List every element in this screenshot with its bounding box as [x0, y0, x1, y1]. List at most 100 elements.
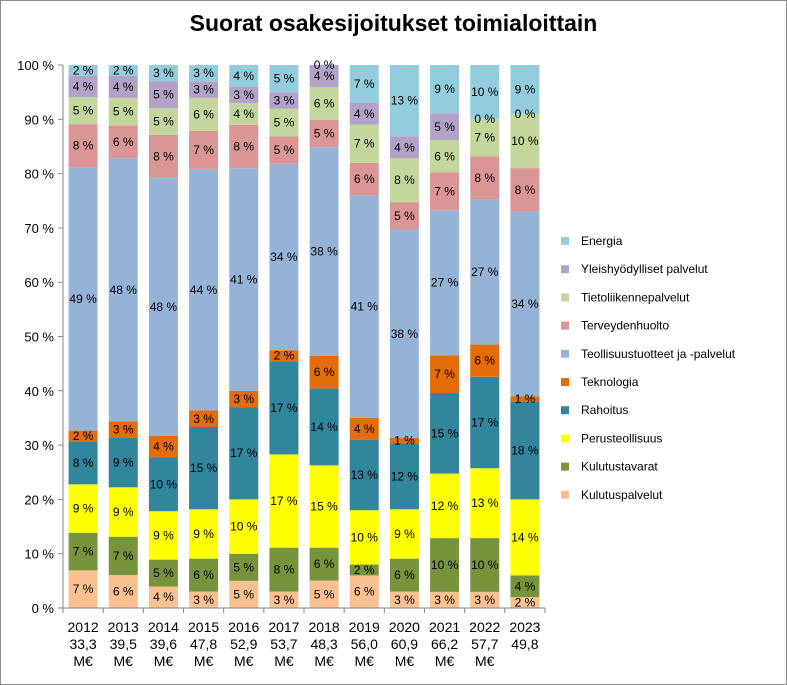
bar-segment: [349, 564, 379, 576]
x-tick-label: 47,8: [190, 636, 217, 652]
data-label: 3 %: [153, 66, 174, 80]
data-label: 9 %: [153, 528, 174, 542]
data-label: 34 %: [270, 250, 298, 264]
bar-segment: [269, 92, 299, 109]
data-label: 3 %: [474, 593, 495, 607]
bar-segment: [108, 97, 138, 126]
data-label: 10 %: [471, 85, 499, 99]
legend-label: Kulutuspalvelut: [581, 488, 663, 502]
bar-segment: [189, 558, 219, 592]
bar-segment: [389, 558, 419, 592]
x-tick-label: M€: [234, 653, 254, 669]
bar-segment: [309, 355, 339, 389]
x-tick-label: 57,7: [471, 636, 498, 652]
data-label: 7 %: [434, 367, 455, 381]
y-tick-label: 40 %: [24, 384, 54, 399]
data-label: 44 %: [190, 283, 218, 297]
data-label: 2 %: [113, 63, 134, 77]
data-label: 14 %: [511, 530, 539, 544]
x-tick-label: M€: [194, 653, 214, 669]
bar-segment: [68, 65, 98, 76]
data-label: 10 %: [471, 558, 499, 572]
data-label: 15 %: [190, 461, 218, 475]
bar-segment: [349, 575, 379, 608]
legend-swatch: [561, 490, 569, 499]
data-label: 27 %: [431, 276, 459, 290]
legend-swatch: [561, 237, 569, 245]
legend: Energia Yleishyödylliset palvelut Tietolii…: [561, 234, 736, 502]
x-tick-label: 2015: [188, 619, 219, 635]
data-label: 12 %: [431, 499, 459, 513]
bar-segment: [68, 75, 98, 98]
data-label: 3 %: [394, 593, 415, 607]
bar-segment: [269, 361, 299, 455]
data-label: 5 %: [233, 560, 254, 574]
data-label: 6 %: [354, 172, 375, 186]
data-label: 8 %: [73, 456, 94, 470]
bar-segment: [189, 427, 219, 510]
bar-segment: [510, 113, 540, 169]
bar-segment: [309, 580, 339, 608]
bar-segment: [108, 158, 138, 422]
data-label: 6 %: [314, 96, 335, 110]
bar-segment: [148, 134, 178, 178]
x-tick-label: M€: [395, 653, 415, 669]
bar-segment: [148, 177, 178, 436]
bar-segment: [108, 575, 138, 608]
bar-segment: [108, 125, 138, 159]
data-label: 48 %: [110, 283, 138, 297]
x-tick-label: M€: [314, 653, 334, 669]
data-label: 5 %: [233, 587, 254, 601]
data-label: 38 %: [310, 244, 338, 258]
data-label: 5 %: [153, 114, 174, 128]
data-label: 15 %: [310, 500, 338, 514]
bar-segment: [68, 167, 98, 431]
x-tick-label: 2020: [389, 619, 420, 635]
bar-segment: [349, 124, 379, 163]
data-label: 2 %: [354, 563, 375, 577]
bar-segment: [510, 65, 540, 114]
y-tick-label: 80 %: [24, 167, 54, 182]
bar-segment: [430, 591, 460, 608]
legend-label: Tietoliikennepalvelut: [581, 290, 690, 304]
data-label: 10 %: [511, 134, 539, 148]
bar-segment: [68, 484, 98, 533]
data-label: 6 %: [113, 135, 134, 149]
legend-swatch: [561, 265, 569, 274]
data-label: 8 %: [274, 563, 295, 577]
data-label: 17 %: [471, 416, 499, 430]
bar-segment: [309, 86, 339, 120]
data-label: 3 %: [274, 593, 295, 607]
data-label: 13 %: [391, 94, 419, 108]
y-tick-label: 100 %: [17, 58, 54, 73]
data-label: 0 %: [314, 58, 335, 72]
bar-segment: [108, 487, 138, 537]
data-label: 17 %: [270, 494, 298, 508]
data-label: 8 %: [515, 183, 536, 197]
bar-segment: [189, 410, 219, 427]
data-label: 7 %: [434, 184, 455, 198]
y-tick-label: 30 %: [24, 438, 54, 453]
data-label: 6 %: [434, 149, 455, 163]
bar-segment: [349, 510, 379, 565]
bar-segment: [148, 457, 178, 512]
bar-segment: [229, 124, 259, 169]
legend-swatch: [561, 406, 569, 415]
data-label: 4 %: [314, 69, 335, 83]
bar-segment: [510, 499, 540, 576]
bar-segment: [148, 81, 178, 109]
data-label: 7 %: [113, 549, 134, 563]
y-tick-label: 50 %: [24, 330, 54, 345]
bar-segment: [269, 136, 299, 164]
legend-swatch: [561, 349, 569, 358]
data-label: 5 %: [314, 587, 335, 601]
data-label: 10 %: [150, 477, 178, 491]
bar-segment: [229, 390, 259, 408]
bar-segment: [148, 559, 178, 587]
data-label: 6 %: [113, 585, 134, 599]
data-label: 9 %: [113, 456, 134, 470]
data-label: 5 %: [314, 127, 335, 141]
bar-segment: [269, 163, 299, 351]
x-tick-label: 39,6: [150, 636, 177, 652]
bar-segment: [470, 156, 500, 200]
